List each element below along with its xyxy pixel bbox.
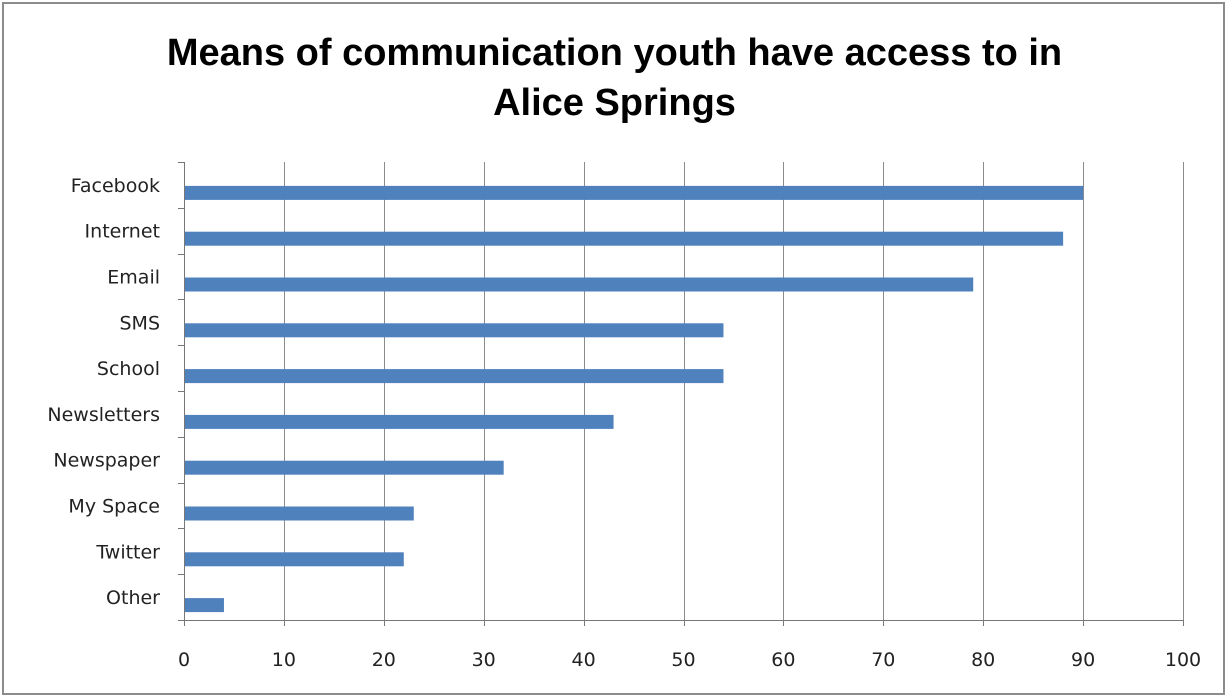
- category-label: Twitter: [95, 541, 160, 563]
- x-tick-label: 70: [871, 649, 895, 671]
- bar-internet: [185, 231, 1064, 246]
- x-tick-label: 80: [971, 649, 995, 671]
- bar-newspaper: [185, 460, 504, 475]
- category-label: Internet: [85, 221, 160, 243]
- bar-facebook: [185, 185, 1084, 200]
- x-tick-label: 100: [1165, 649, 1201, 671]
- chart-title: Means of communication youth have access…: [0, 28, 1229, 128]
- x-tick-label: 30: [472, 649, 496, 671]
- category-label: Newspaper: [53, 450, 160, 472]
- category-label: Newsletters: [47, 404, 160, 426]
- bar-my-space: [185, 506, 414, 521]
- bars: [185, 185, 1084, 613]
- axes: [178, 162, 1184, 626]
- x-tick-label: 40: [572, 649, 596, 671]
- category-label: SMS: [119, 312, 160, 334]
- category-label: Other: [106, 587, 160, 609]
- category-label: Facebook: [71, 175, 160, 197]
- category-labels: Facebook Internet Email SMS School Newsletter…: [47, 175, 160, 609]
- chart-title-line-1: Means of communication youth have access…: [166, 32, 1063, 74]
- x-tick-label: 0: [178, 649, 190, 671]
- x-tick-label: 10: [272, 649, 296, 671]
- category-label: My Space: [68, 496, 160, 518]
- bar-sms: [185, 323, 724, 338]
- tick-labels: 0 10 20 30 40 50 60 70 80 90 100: [178, 649, 1201, 671]
- x-tick-label: 60: [771, 649, 795, 671]
- gridlines: [284, 162, 1184, 620]
- bar-twitter: [185, 552, 404, 567]
- bar-newsletters: [185, 414, 614, 429]
- x-tick-label: 50: [671, 649, 695, 671]
- category-label: School: [97, 358, 160, 380]
- x-tick-label: 90: [1071, 649, 1095, 671]
- chart-title-line-2: Alice Springs: [493, 82, 736, 124]
- bar-school: [185, 369, 724, 384]
- bar-email: [185, 277, 974, 292]
- category-label: Email: [107, 267, 160, 289]
- x-tick-label: 20: [372, 649, 396, 671]
- bar-other: [185, 598, 224, 613]
